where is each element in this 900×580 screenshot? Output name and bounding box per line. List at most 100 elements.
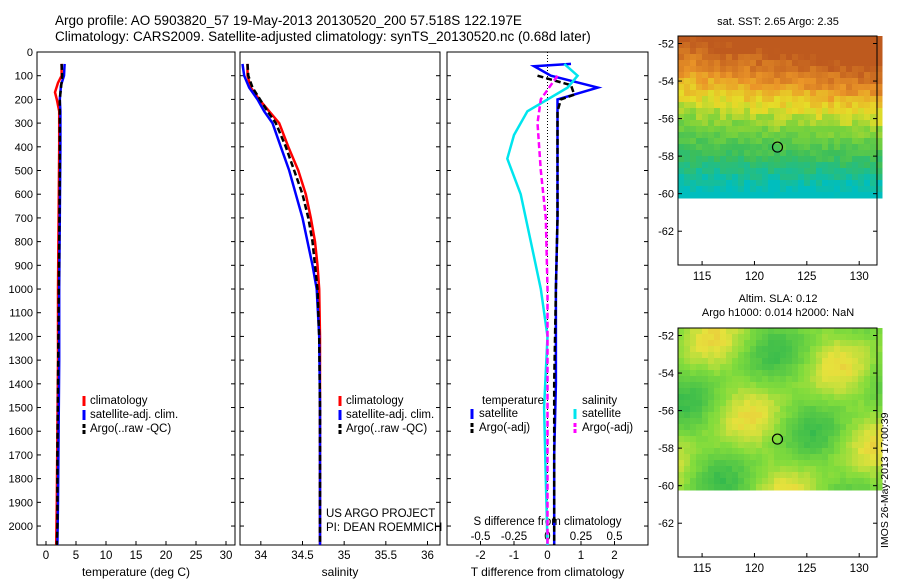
map-cell: [864, 84, 871, 91]
map-cell: [810, 394, 817, 401]
map-cell: [876, 66, 883, 73]
map-cell: [774, 54, 781, 61]
legend-label: Argo(-adj): [582, 422, 633, 434]
map-cell: [690, 84, 697, 91]
map-cell: [750, 168, 757, 175]
map-cell: [714, 90, 721, 97]
map-cell: [774, 376, 781, 383]
map-cell: [792, 48, 799, 55]
map-cell: [804, 418, 811, 425]
map-cell: [768, 364, 775, 371]
map-cell: [852, 388, 859, 395]
map-cell: [840, 460, 847, 467]
map-cell: [678, 132, 685, 139]
map-cell: [852, 42, 859, 49]
map-cell: [840, 412, 847, 419]
map-cell: [840, 42, 847, 49]
map-cell: [840, 388, 847, 395]
map-cell: [714, 168, 721, 175]
map-cell: [684, 454, 691, 461]
map-cell: [828, 114, 835, 121]
map-cell: [840, 150, 847, 157]
map-cell: [684, 460, 691, 467]
map-cell: [750, 186, 757, 193]
map-cell: [870, 42, 877, 49]
depth-tick-label: 500: [15, 166, 33, 178]
map-cell: [798, 466, 805, 473]
map-cell: [702, 132, 709, 139]
map-cell: [744, 48, 751, 55]
map-cell: [822, 192, 829, 199]
map-cell: [876, 430, 883, 437]
map-cell: [684, 108, 691, 115]
map-cell: [798, 120, 805, 127]
map-cell: [774, 96, 781, 103]
map-cell: [708, 162, 715, 169]
map-cell: [822, 102, 829, 109]
map-cell: [774, 346, 781, 353]
map-cell: [738, 42, 745, 49]
map-cell: [744, 120, 751, 127]
map-cell: [750, 144, 757, 151]
map-cell: [768, 108, 775, 115]
map-cell: [756, 370, 763, 377]
map-cell: [780, 150, 787, 157]
map-cell: [780, 484, 787, 491]
map-cell: [792, 478, 799, 485]
map-cell: [780, 180, 787, 187]
map-cell: [762, 90, 769, 97]
map-cell: [798, 126, 805, 133]
map-cell: [690, 340, 697, 347]
map-cell: [696, 328, 703, 335]
map-cell: [750, 114, 757, 121]
map-cell: [708, 126, 715, 133]
map-cell: [870, 96, 877, 103]
map-cell: [852, 436, 859, 443]
map-cell: [792, 484, 799, 491]
map-cell: [678, 120, 685, 127]
map-cell: [744, 412, 751, 419]
map-cell: [678, 334, 685, 341]
map-cell: [834, 412, 841, 419]
map-cell: [708, 346, 715, 353]
map-x-tick-label: 120: [745, 271, 764, 283]
map-cell: [786, 406, 793, 413]
map-cell: [756, 460, 763, 467]
map-cell: [846, 84, 853, 91]
map-cell: [786, 120, 793, 127]
map-cell: [726, 346, 733, 353]
map-cell: [864, 102, 871, 109]
map-cell: [858, 60, 865, 67]
map-cell: [834, 126, 841, 133]
map-cell: [768, 114, 775, 121]
map-cell: [798, 370, 805, 377]
map-cell: [852, 96, 859, 103]
map-cell: [810, 412, 817, 419]
depth-tick-label: 700: [15, 213, 33, 225]
map-cell: [720, 370, 727, 377]
map-cell: [690, 334, 697, 341]
map-cell: [834, 108, 841, 115]
map-cell: [714, 352, 721, 359]
map-cell: [768, 162, 775, 169]
map-cell: [684, 138, 691, 145]
map-cell: [852, 72, 859, 79]
map-cell: [798, 66, 805, 73]
map-cell: [744, 66, 751, 73]
map-cell: [750, 364, 757, 371]
map-cell: [756, 138, 763, 145]
map-cell: [756, 484, 763, 491]
map-cell: [780, 478, 787, 485]
map-cell: [810, 132, 817, 139]
salinity-diff-tick-label: -0.5: [471, 531, 491, 543]
map-cell: [678, 48, 685, 55]
map-cell: [774, 430, 781, 437]
map-cell: [858, 388, 865, 395]
map-cell: [804, 478, 811, 485]
map-cell: [714, 412, 721, 419]
map-cell: [798, 448, 805, 455]
map-cell: [792, 406, 799, 413]
map-cell: [792, 400, 799, 407]
map-cell: [738, 388, 745, 395]
map-cell: [726, 102, 733, 109]
